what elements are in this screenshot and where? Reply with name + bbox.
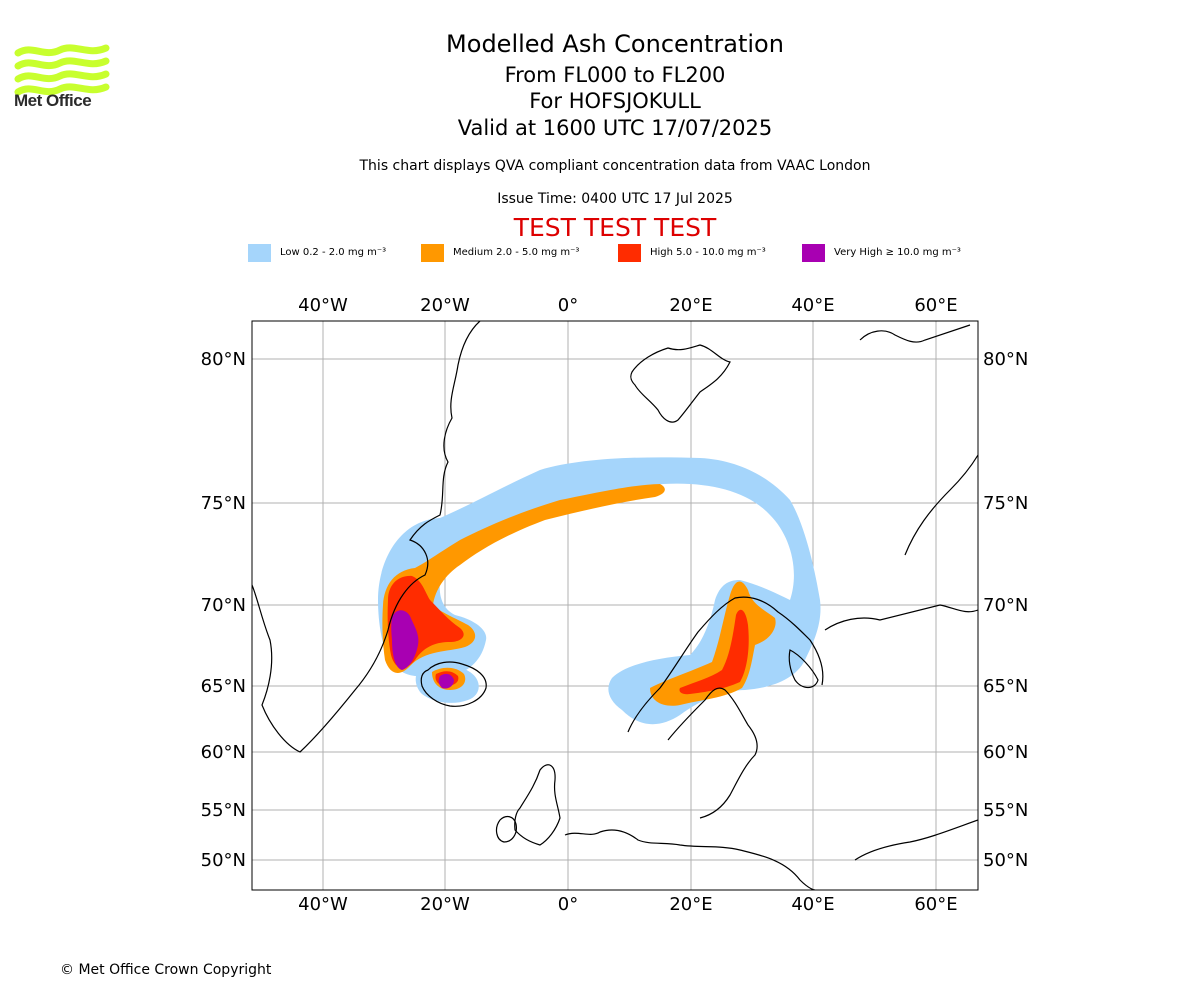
coastline-novaya-zemlya — [904, 454, 978, 556]
lat-labels-right: 80°N 75°N 70°N 65°N 60°N 55°N 50°N — [983, 349, 1028, 871]
lon-labels-bottom: 40°W 20°W 0° 20°E 40°E 60°E — [298, 894, 957, 915]
coastline-caspian-north — [854, 819, 978, 861]
lat-label: 50°N — [201, 850, 246, 871]
coastline-franz-josef — [859, 324, 971, 343]
logo-wave — [14, 83, 110, 96]
coastline-norway — [627, 596, 824, 733]
test-banner: TEST TEST TEST — [513, 213, 717, 242]
lat-labels-left: 80°N 75°N 70°N 65°N 60°N 55°N 50°N — [201, 349, 246, 871]
lon-label: 40°W — [298, 295, 348, 316]
coastline-svalbard — [630, 344, 731, 423]
met-office-logo-text: Met Office — [14, 91, 92, 110]
coastline-europe — [564, 829, 816, 890]
lon-label: 40°W — [298, 894, 348, 915]
logo-wave — [14, 44, 110, 57]
coastline-greenland — [252, 321, 481, 753]
lon-label: 0° — [558, 295, 578, 316]
legend-swatch-medium — [421, 244, 444, 262]
lon-label: 20°E — [669, 894, 712, 915]
lat-label: 55°N — [983, 800, 1028, 821]
lat-label: 50°N — [983, 850, 1028, 871]
lat-label: 60°N — [201, 742, 246, 763]
lat-label: 70°N — [201, 595, 246, 616]
lat-label: 70°N — [983, 595, 1028, 616]
legend-label-low: Low 0.2 - 2.0 mg m⁻³ — [280, 247, 387, 258]
copyright-notice: © Met Office Crown Copyright — [60, 962, 272, 978]
legend-swatch-low — [248, 244, 271, 262]
lon-labels-top: 40°W 20°W 0° 20°E 40°E 60°E — [298, 295, 957, 316]
legend-label-high: High 5.0 - 10.0 mg m⁻³ — [650, 247, 766, 258]
lon-label: 20°W — [420, 894, 470, 915]
coastline-sweden-finland — [667, 687, 758, 819]
legend-swatch-high — [618, 244, 641, 262]
chart-title: Modelled Ash Concentration — [446, 30, 784, 58]
lat-label: 65°N — [983, 676, 1028, 697]
coastline-white-sea — [788, 649, 819, 689]
map-frame — [251, 320, 979, 891]
lat-label: 80°N — [201, 349, 246, 370]
valid-time: Valid at 1600 UTC 17/07/2025 — [457, 116, 773, 140]
lat-label: 80°N — [983, 349, 1028, 370]
lon-label: 20°W — [420, 295, 470, 316]
graticule — [252, 321, 978, 890]
coastlines — [252, 321, 978, 890]
chart-description: This chart displays QVA compliant concen… — [359, 158, 871, 174]
lon-label: 60°E — [914, 894, 957, 915]
lon-label: 60°E — [914, 295, 957, 316]
legend-label-medium: Medium 2.0 - 5.0 mg m⁻³ — [453, 247, 580, 258]
lat-label: 65°N — [201, 676, 246, 697]
lat-label: 60°N — [983, 742, 1028, 763]
lat-label: 75°N — [983, 493, 1028, 514]
coastline-ireland — [495, 815, 517, 843]
met-office-logo-waves — [14, 44, 110, 96]
coastline-britain — [514, 764, 561, 846]
issue-time: Issue Time: 0400 UTC 17 Jul 2025 — [497, 191, 733, 207]
coastline-russia-north — [824, 604, 978, 631]
lat-label: 55°N — [201, 800, 246, 821]
lat-label: 75°N — [201, 493, 246, 514]
legend-swatch-very-high — [802, 244, 825, 262]
logo-wave — [14, 70, 110, 83]
lon-label: 40°E — [791, 894, 834, 915]
logo-wave — [14, 57, 110, 70]
lon-label: 40°E — [791, 295, 834, 316]
legend-label-very-high: Very High ≥ 10.0 mg m⁻³ — [834, 247, 961, 258]
lon-label: 0° — [558, 894, 578, 915]
lon-label: 20°E — [669, 295, 712, 316]
coastline-iceland — [420, 661, 487, 707]
ash-very-high-concentration — [391, 610, 454, 689]
volcano-name: For HOFSJOKULL — [529, 89, 701, 113]
flight-level-range: From FL000 to FL200 — [504, 63, 726, 87]
